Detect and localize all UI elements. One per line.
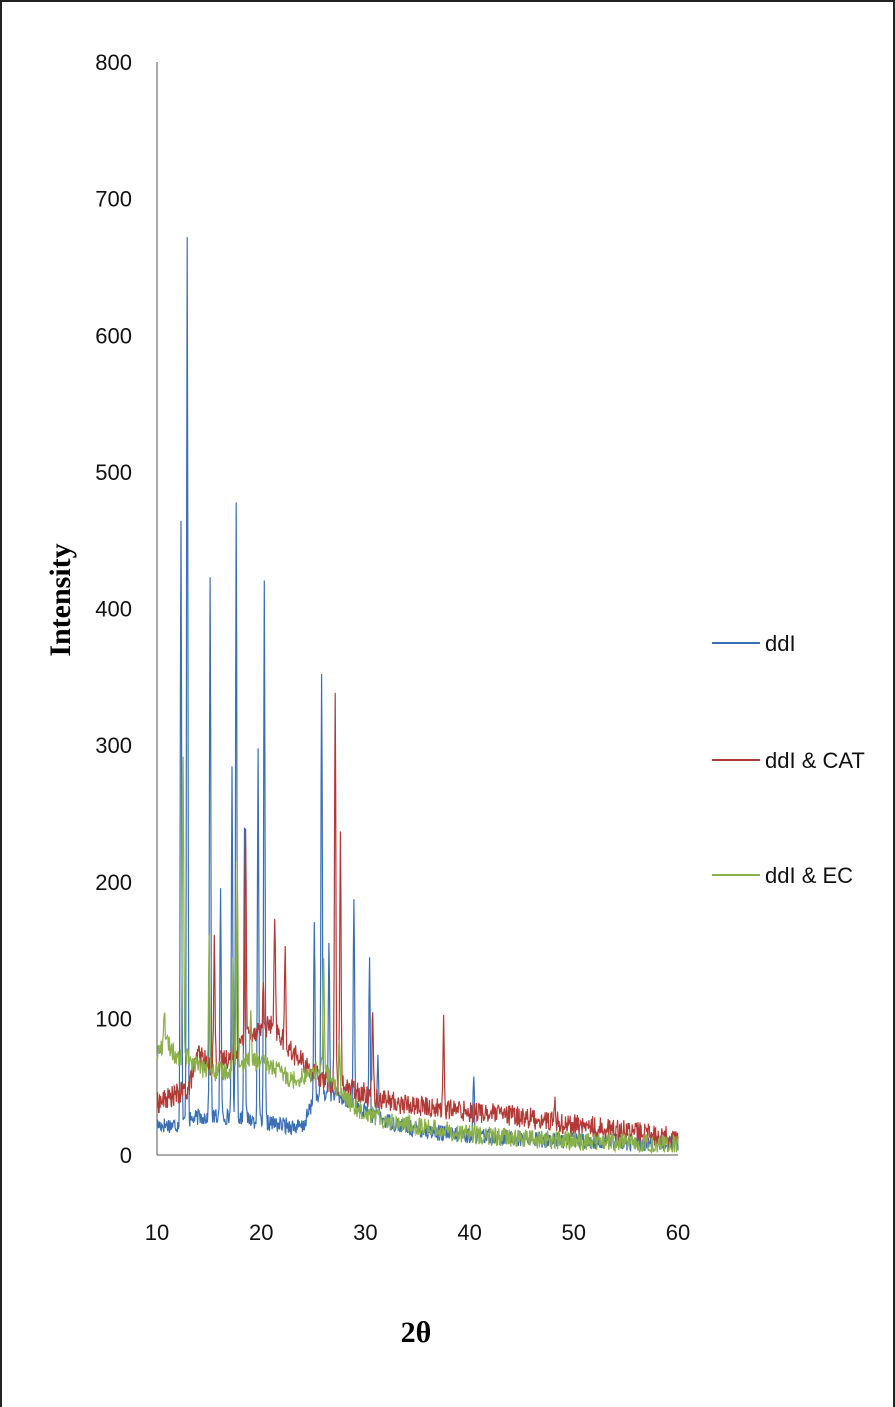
y-tick-label: 400: [95, 597, 132, 622]
y-tick-label: 100: [95, 1006, 132, 1031]
legend-item: ddI: [712, 631, 796, 656]
y-tick-labels: 0 100 200 300 400 500 600 700 800: [95, 50, 132, 1168]
x-tick-label: 30: [353, 1220, 377, 1245]
y-tick-label: 0: [120, 1143, 132, 1168]
x-tick-label: 20: [249, 1220, 273, 1245]
legend-item: ddI & CAT: [712, 748, 865, 773]
x-tick-label: 50: [562, 1220, 586, 1245]
x-tick-labels: 10 20 30 40 50 60: [145, 1220, 690, 1245]
y-tick-label: 700: [95, 187, 132, 212]
y-tick-label: 800: [95, 50, 132, 75]
y-tick-label: 200: [95, 870, 132, 895]
series-line: [156, 756, 679, 1155]
x-tick-label: 40: [457, 1220, 481, 1245]
y-axis-title: Intensity: [44, 543, 77, 656]
series-line: [156, 237, 679, 1153]
y-tick-label: 500: [95, 460, 132, 485]
legend-item: ddI & EC: [712, 863, 853, 888]
legend-label: ddI: [765, 631, 796, 656]
x-tick-label: 60: [666, 1220, 690, 1245]
y-tick-label: 300: [95, 733, 132, 758]
legend: ddI ddI & CAT ddI & EC: [712, 631, 865, 888]
legend-label: ddI & CAT: [765, 748, 865, 773]
series-layer: [156, 237, 679, 1155]
series-line: [156, 692, 679, 1149]
x-tick-label: 10: [145, 1220, 169, 1245]
x-axis-title: 2θ: [401, 1316, 432, 1349]
y-tick-label: 600: [95, 323, 132, 348]
legend-label: ddI & EC: [765, 863, 853, 888]
